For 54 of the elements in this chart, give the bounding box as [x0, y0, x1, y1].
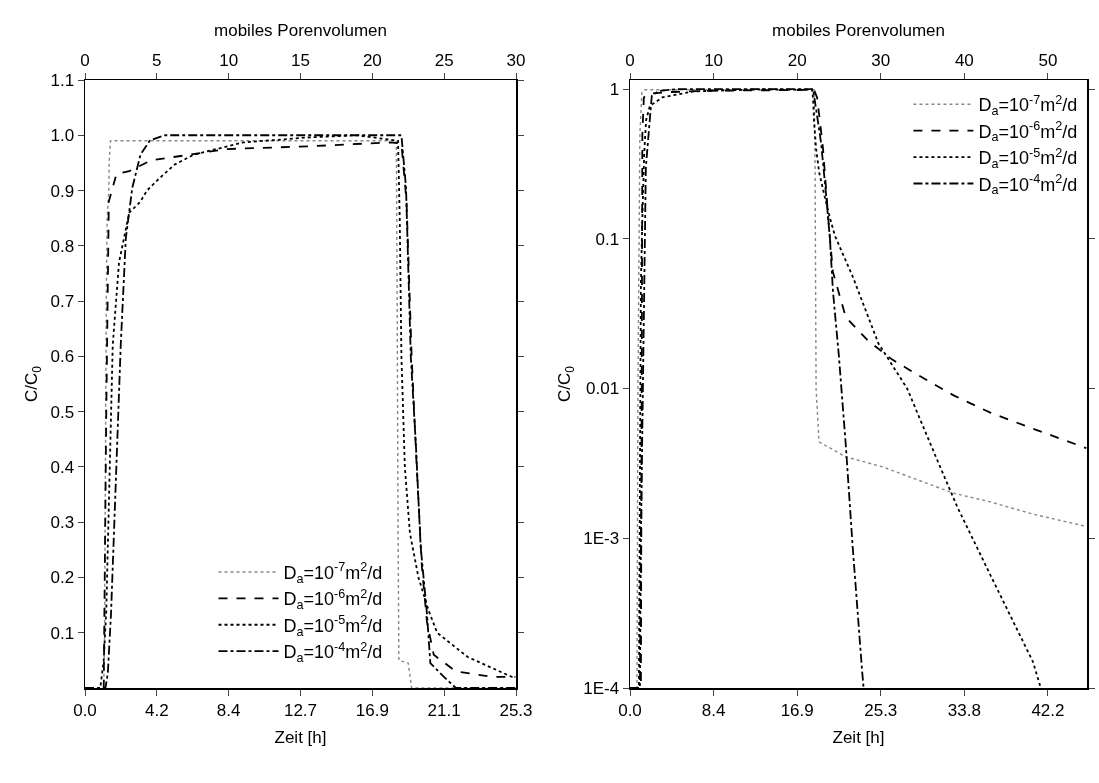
x2-tick-label: 0 [80, 50, 90, 70]
x2-tick-label: 30 [506, 50, 526, 70]
x-tick-label: 0.0 [73, 700, 97, 720]
y-tick-label: 1.0 [50, 126, 75, 146]
legend-label: D$_{a}$=10$^{-5}$m$^{2}$/d [978, 145, 1078, 171]
y-tick-label: 0.6 [50, 347, 75, 367]
x-tick-label: 25.3 [864, 700, 898, 720]
x2-tick-label: 20 [362, 50, 382, 70]
x-tick-label: 25.3 [499, 700, 533, 720]
y-tick-label: 0.2 [50, 568, 75, 588]
y-tick-label: 0.4 [50, 457, 75, 477]
x-tick-label: 8.4 [216, 700, 241, 720]
x2-tick-label: 10 [219, 50, 239, 70]
x-tick-label: 16.9 [780, 700, 814, 720]
y-tick-label: 0.3 [50, 513, 75, 533]
x2-tick-label: 20 [787, 50, 807, 70]
y-tick-label: 0.7 [50, 292, 75, 312]
y-tick-label: 0.9 [50, 181, 75, 201]
x2-tick-label: 0 [625, 50, 635, 70]
y-tick-label: 1E-4 [583, 678, 620, 698]
legend-label: D$_{a}$=10$^{-5}$m$^{2}$/d [283, 613, 383, 639]
y-tick-label: 0.5 [50, 402, 75, 422]
x2-tick-label: 25 [434, 50, 454, 70]
y-tick-label: 1.1 [50, 70, 75, 90]
legend-label: D$_{a}$=10$^{-4}$m$^{2}$/d [978, 171, 1078, 198]
x-axis-title: Zeit [h] [274, 728, 327, 748]
x2-tick-label: 10 [704, 50, 724, 70]
x2-tick-label: 5 [152, 50, 162, 70]
x-tick-label: 8.4 [701, 700, 726, 720]
x-tick-label: 33.8 [947, 700, 981, 720]
legend-label: D$_{a}$=10$^{-4}$m$^{2}$/d [283, 639, 383, 665]
x2-axis-title: mobiles Porenvolumen [772, 20, 945, 40]
legend-label: D$_{a}$=10$^{-6}$m$^{2}$/d [283, 586, 383, 613]
x2-tick-label: 40 [954, 50, 974, 70]
x-tick-label: 4.2 [145, 700, 169, 720]
y-tick-label: 1 [609, 80, 620, 100]
x2-axis-title: mobiles Porenvolumen [214, 20, 387, 40]
x-tick-label: 42.2 [1031, 700, 1065, 720]
x2-tick-label: 15 [291, 50, 310, 70]
x2-tick-label: 50 [1038, 50, 1058, 70]
y-tick-label: 0.1 [50, 623, 75, 643]
x-tick-label: 21.1 [427, 700, 461, 720]
x-tick-label: 0.0 [618, 700, 642, 720]
y-tick-label: 0.1 [595, 229, 620, 249]
y-tick-label: 0.8 [50, 236, 75, 256]
y-tick-label: 1E-3 [583, 529, 620, 549]
legend-label: D$_{a}$=10$^{-7}$m$^{2}$/d [978, 92, 1078, 119]
x-tick-label: 12.7 [283, 700, 318, 720]
y-tick-label: 0.01 [586, 379, 620, 399]
x-axis-title: Zeit [h] [832, 728, 885, 748]
x-tick-label: 16.9 [355, 700, 389, 720]
legend-label: D$_{a}$=10$^{-7}$m$^{2}$/d [283, 560, 383, 586]
x2-tick-label: 30 [871, 50, 891, 70]
legend-label: D$_{a}$=10$^{-6}$m$^{2}$/d [978, 119, 1078, 145]
